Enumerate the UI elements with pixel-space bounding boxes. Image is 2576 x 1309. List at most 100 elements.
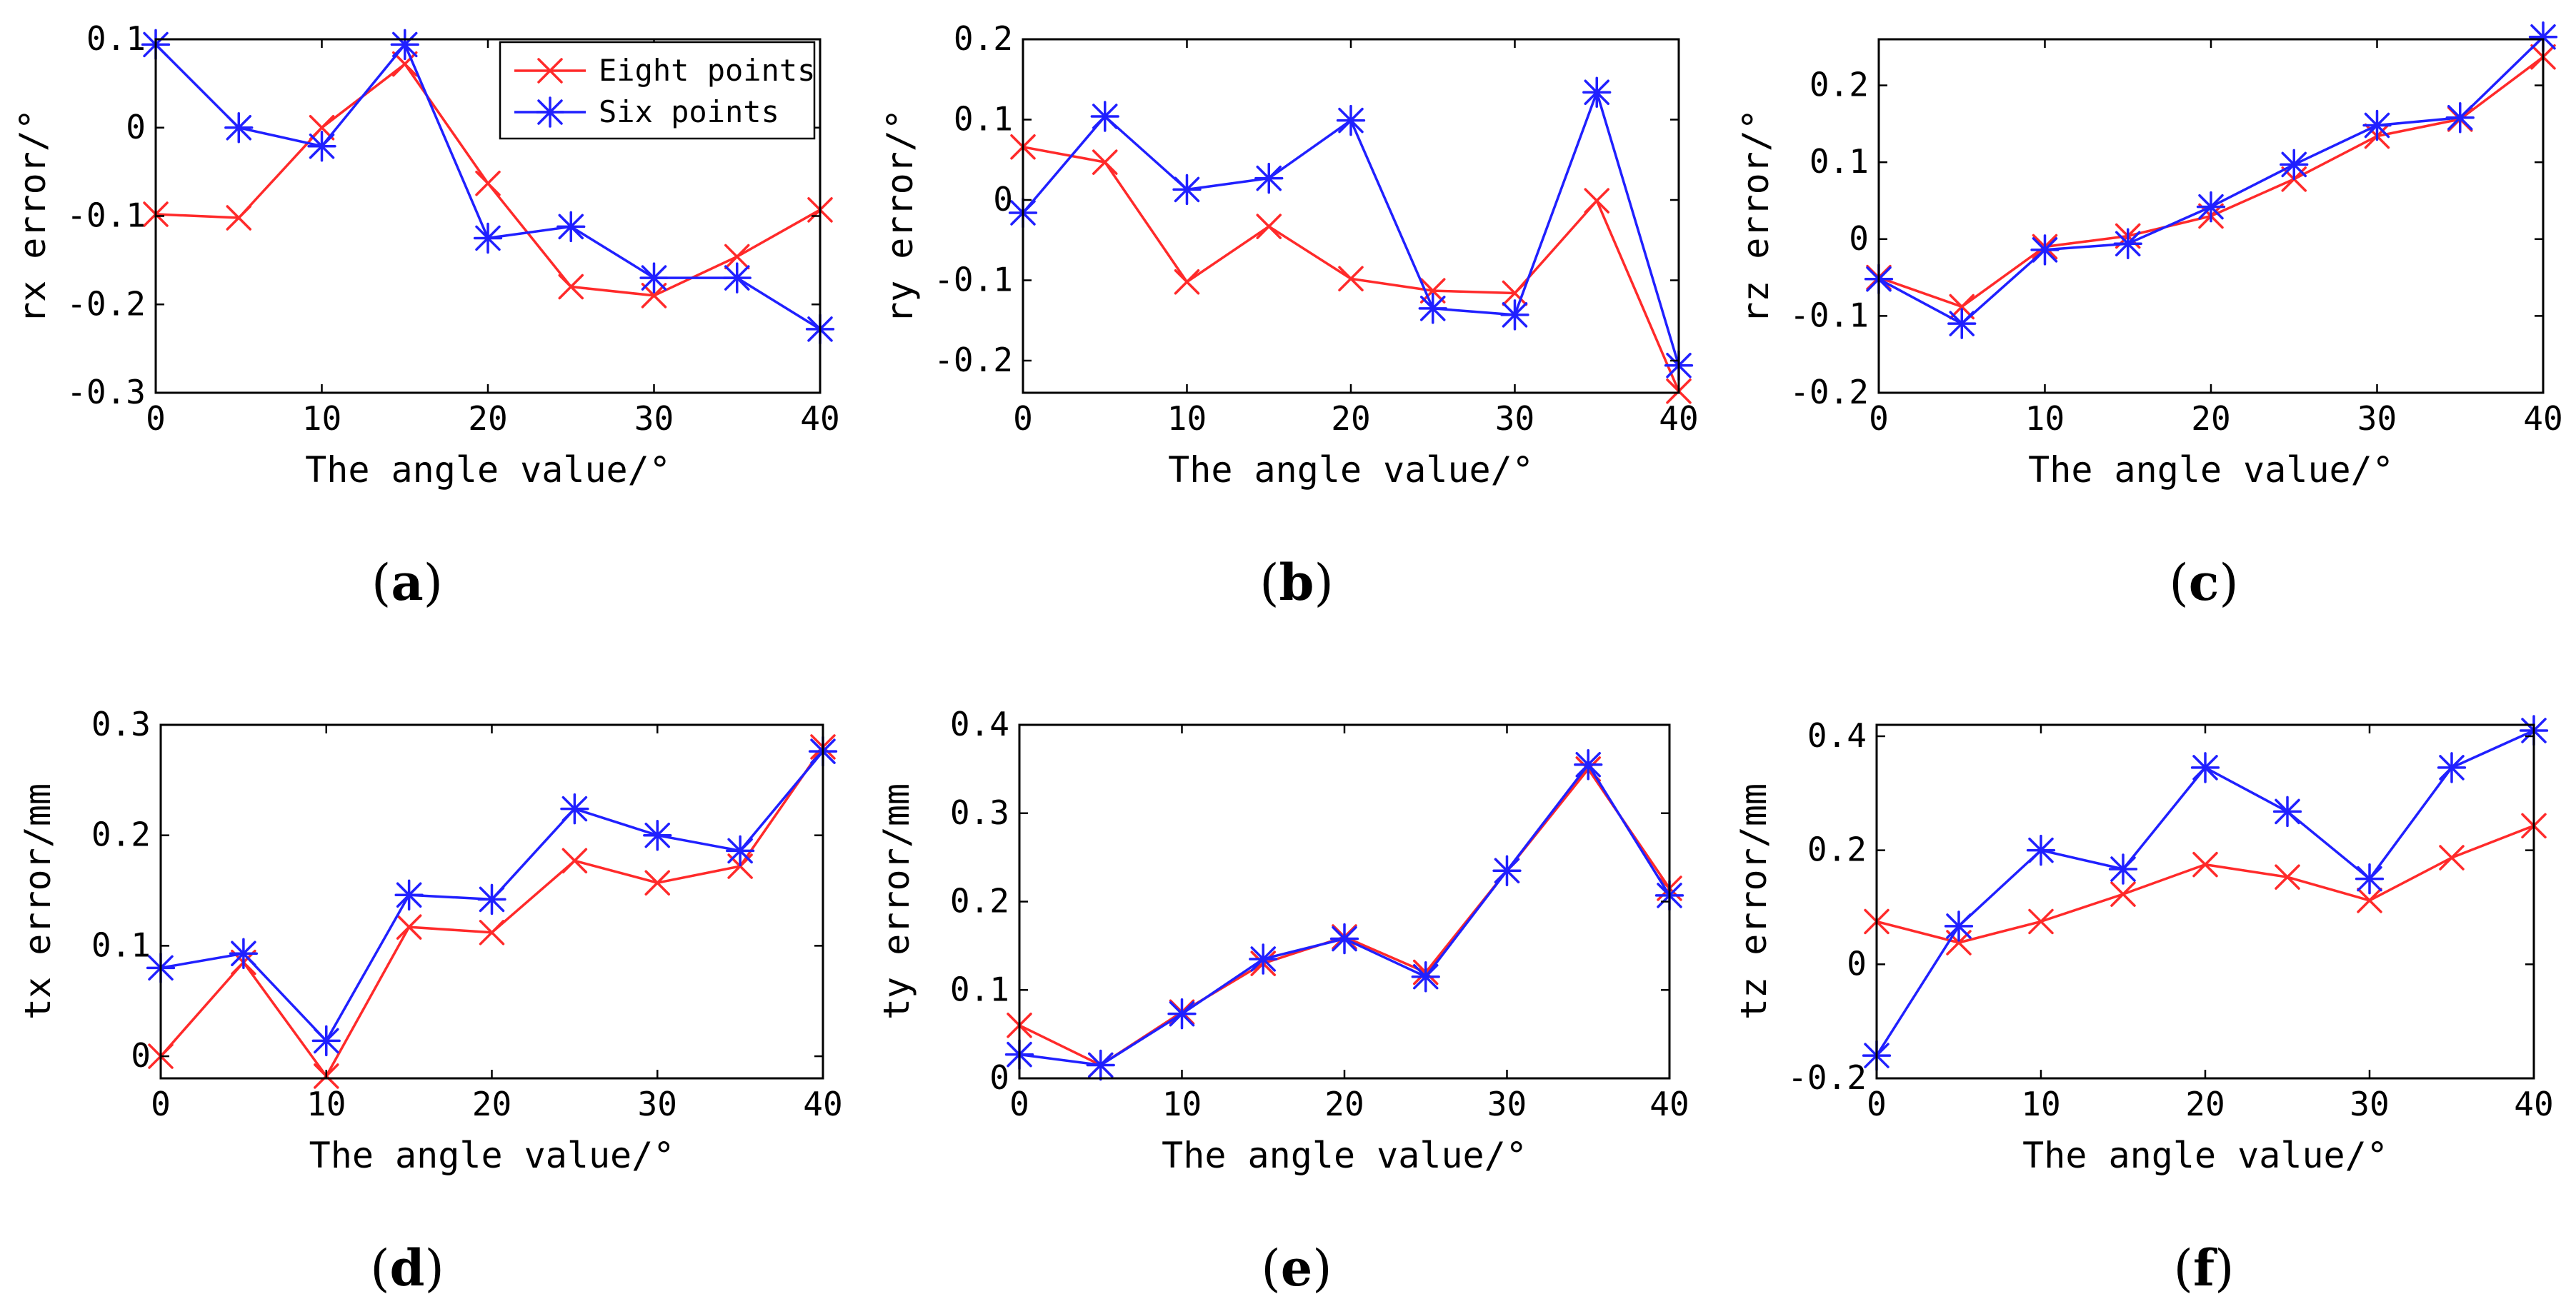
data-point-eight-points-a-6: [641, 283, 667, 309]
y-tick-label-a-3: 0: [126, 108, 146, 146]
legend-entry-six-points: Six points: [514, 94, 779, 129]
y-tick-label-c-4: 0.2: [1809, 66, 1869, 104]
legend: Eight points Six points: [499, 41, 815, 140]
data-point-six-points-a-1: [224, 112, 254, 144]
x-tick-label-e-0: 0: [1009, 1085, 1029, 1123]
x-tick-label-f-1: 10: [2021, 1085, 2060, 1123]
data-point-eight-points-b-5: [1420, 278, 1446, 304]
data-point-six-points-d-4: [477, 883, 506, 916]
data-point-six-points-c-7: [2445, 102, 2475, 134]
data-point-six-points-e-1: [1086, 1049, 1115, 1081]
y-tick-label-c-1: -0.1: [1789, 296, 1869, 334]
y-axis-label-e: ty error/mm: [876, 783, 917, 1020]
data-point-eight-points-a-7: [724, 244, 750, 270]
data-point-six-points-a-2: [307, 130, 336, 162]
data-point-six-points-d-5: [560, 793, 589, 825]
y-tick-label-c-3: 0.1: [1809, 142, 1869, 181]
y-tick-label-b-3: 0.1: [954, 100, 1013, 139]
y-tick-label-a-4: 0.1: [86, 19, 146, 58]
y-tick-label-c-2: 0: [1849, 219, 1869, 258]
data-point-six-points-c-2: [2030, 234, 2060, 266]
legend-label-six-points: Six points: [599, 94, 779, 129]
panel-caption-letter-e: e: [1281, 1238, 1313, 1298]
y-tick-label-e-4: 0.4: [950, 705, 1009, 743]
y-tick-label-c-0: -0.2: [1789, 373, 1869, 411]
x-tick-label-a-2: 20: [468, 399, 507, 438]
x-tick-label-a-3: 30: [634, 399, 674, 438]
panel-caption-letter-b: b: [1279, 553, 1314, 612]
panel-caption-letter-a: a: [391, 553, 423, 612]
x-tick-label-f-2: 20: [2185, 1085, 2225, 1123]
legend-marker-six-points: [535, 96, 565, 128]
data-point-eight-points-f-3: [2110, 881, 2136, 907]
panel-caption-letter-d: d: [390, 1238, 425, 1298]
panel-caption-b: (b): [1259, 553, 1334, 612]
x-tick-label-f-3: 30: [2350, 1085, 2389, 1123]
x-axis-label-d: The angle value/°: [309, 1135, 675, 1176]
data-point-eight-points-b-2: [1174, 269, 1200, 295]
data-point-eight-points-d-6: [644, 870, 670, 896]
x-tick-label-c-2: 20: [2191, 399, 2230, 438]
x-tick-label-c-1: 10: [2025, 399, 2065, 438]
data-point-eight-points-b-7: [1584, 188, 1609, 214]
y-tick-label-f-2: 0.2: [1807, 831, 1867, 869]
legend-entry-eight-points: Eight points: [514, 53, 815, 88]
x-tick-label-b-4: 40: [1659, 399, 1698, 438]
data-point-eight-points-b-1: [1092, 149, 1118, 175]
x-tick-label-a-4: 40: [800, 399, 839, 438]
data-point-six-points-f-7: [2437, 752, 2467, 783]
data-point-six-points-e-5: [1411, 961, 1440, 993]
data-point-six-points-a-3: [390, 29, 419, 61]
legend-marker-eight-points: [537, 58, 563, 84]
data-point-eight-points-f-5: [2275, 864, 2300, 890]
data-point-six-points-d-2: [311, 1025, 341, 1057]
x-axis-label-a: The angle value/°: [305, 449, 671, 491]
panel-caption-e: (e): [1261, 1238, 1332, 1298]
x-tick-label-d-3: 30: [638, 1085, 677, 1123]
data-point-six-points-f-5: [2272, 796, 2302, 828]
data-point-eight-points-f-6: [2357, 888, 2382, 913]
data-point-eight-points-b-3: [1256, 214, 1282, 239]
data-point-six-points-c-4: [2196, 191, 2226, 223]
y-tick-label-d-0: 0: [131, 1036, 151, 1075]
y-tick-label-b-2: 0: [993, 180, 1013, 219]
data-point-six-points-a-7: [722, 262, 752, 294]
x-tick-label-a-1: 10: [302, 399, 341, 438]
y-tick-label-d-2: 0.2: [91, 816, 151, 854]
y-axis-label-c: rz error/°: [1735, 109, 1777, 324]
data-point-six-points-f-4: [2190, 752, 2220, 783]
data-point-six-points-b-1: [1090, 101, 1119, 132]
x-tick-label-b-2: 20: [1331, 399, 1370, 438]
panel-caption-c: (c): [2169, 553, 2238, 612]
y-tick-label-b-1: -0.1: [934, 261, 1013, 299]
data-point-six-points-f-6: [2355, 863, 2385, 895]
y-tick-label-d-3: 0.3: [91, 705, 151, 743]
x-tick-label-c-0: 0: [1869, 399, 1889, 438]
data-point-eight-points-b-4: [1338, 266, 1364, 291]
chart-panel-e: 0 10 20 30 40 0 0.1 0.2 0.3 0.4 The angle value/° t…: [876, 705, 1689, 1298]
y-tick-label-d-1: 0.1: [91, 926, 151, 964]
y-tick-label-b-4: 0.2: [954, 19, 1013, 58]
y-tick-label-a-1: -0.2: [66, 284, 146, 323]
data-point-six-points-a-4: [473, 222, 503, 254]
x-axis-label-b: The angle value/°: [1168, 449, 1534, 491]
x-tick-label-b-3: 30: [1495, 399, 1534, 438]
data-point-eight-points-a-5: [558, 274, 584, 300]
x-tick-label-e-3: 30: [1487, 1085, 1527, 1123]
x-tick-label-c-4: 40: [2523, 399, 2562, 438]
data-point-six-points-b-4: [1336, 104, 1366, 136]
data-point-eight-points-a-4: [475, 170, 501, 196]
data-point-six-points-c-6: [2362, 109, 2392, 141]
y-tick-label-f-0: -0.2: [1787, 1058, 1867, 1097]
x-tick-label-d-1: 10: [306, 1085, 346, 1123]
x-tick-label-b-0: 0: [1013, 399, 1033, 438]
y-tick-label-b-0: -0.2: [934, 341, 1013, 379]
panel-caption-letter-f: f: [2193, 1238, 2217, 1298]
x-tick-label-d-0: 0: [151, 1085, 171, 1123]
y-tick-label-e-3: 0.3: [950, 793, 1009, 832]
data-point-six-points-c-3: [2113, 228, 2142, 259]
data-point-six-points-b-3: [1254, 162, 1284, 194]
data-point-eight-points-d-5: [561, 848, 588, 874]
y-tick-label-a-0: -0.3: [66, 373, 146, 411]
